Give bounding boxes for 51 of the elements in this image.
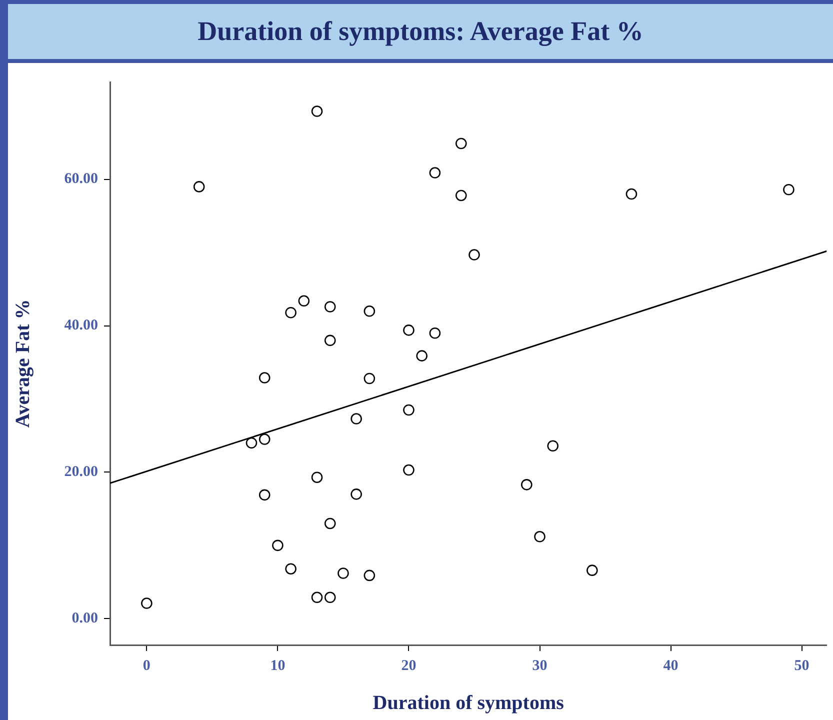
point <box>429 167 441 178</box>
x-tick-label: 30 <box>532 658 548 674</box>
chart-title: Duration of symptoms: Average Fat % <box>0 0 833 63</box>
point <box>364 372 376 384</box>
point <box>285 563 296 575</box>
point <box>272 540 284 552</box>
point <box>586 564 598 576</box>
point <box>403 324 414 336</box>
y-tick-label: 60.00 <box>64 171 98 188</box>
point <box>403 404 414 416</box>
x-axis-title: Duration of symptoms <box>372 692 564 714</box>
point <box>324 334 336 346</box>
point <box>350 488 362 500</box>
point <box>258 434 270 445</box>
x-tick-label: 20 <box>401 658 416 674</box>
point <box>193 181 205 192</box>
y-tick-label: 20.00 <box>64 464 98 480</box>
point <box>246 437 258 449</box>
x-tick-label: 0 <box>142 658 150 674</box>
point <box>534 530 546 542</box>
point <box>338 568 349 579</box>
point <box>141 598 152 609</box>
point <box>324 301 336 312</box>
y-tick-label: 0.00 <box>72 610 98 627</box>
point <box>783 184 794 196</box>
point <box>285 306 296 318</box>
point <box>364 306 376 317</box>
point <box>626 188 638 200</box>
point <box>468 249 480 260</box>
point <box>324 518 336 530</box>
point <box>311 592 323 604</box>
x-tick-label: 40 <box>663 658 678 674</box>
point <box>547 440 559 452</box>
y-axis-title: Average Fat % <box>12 299 34 428</box>
point <box>311 106 323 117</box>
point <box>324 592 336 604</box>
point <box>455 190 467 202</box>
x-tick-label: 50 <box>794 658 810 674</box>
point <box>311 472 323 483</box>
point <box>416 350 428 362</box>
point <box>258 372 270 384</box>
x-tick-label: 10 <box>270 658 286 674</box>
point <box>429 327 441 339</box>
point <box>455 138 467 150</box>
point <box>298 295 310 307</box>
point <box>521 479 532 490</box>
y-tick-label: 40.00 <box>64 318 98 334</box>
point <box>350 413 362 424</box>
point <box>258 489 270 501</box>
point <box>403 464 414 476</box>
point <box>364 570 376 582</box>
